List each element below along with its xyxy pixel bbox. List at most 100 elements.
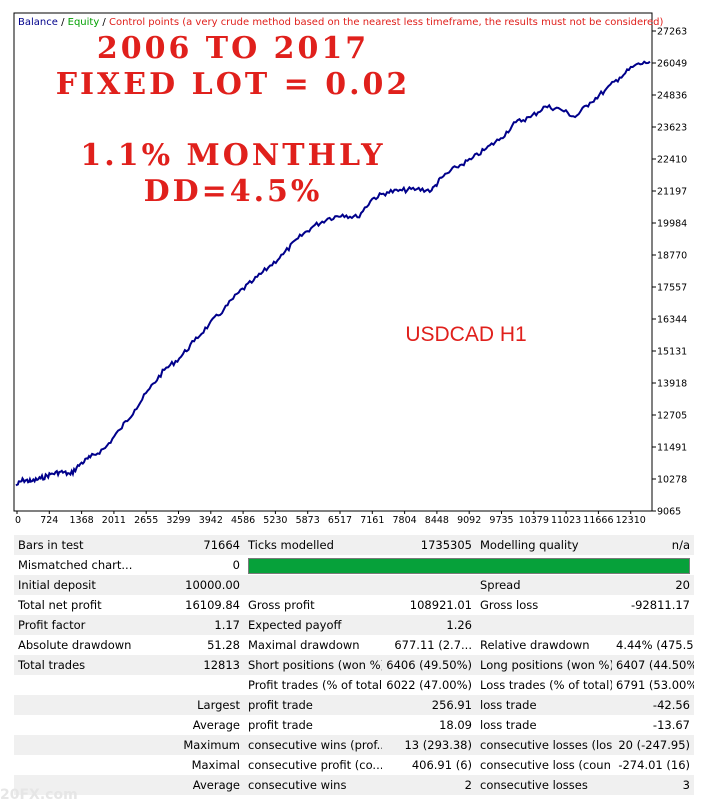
y-tick-label: 12705 xyxy=(657,411,687,422)
report-row: Absolute drawdown 51.28 Maximal drawdown 67… xyxy=(14,635,694,655)
x-tick-label: 11023 xyxy=(551,515,581,526)
report-cell: 10000.00 xyxy=(172,575,244,595)
x-tick-label: 8448 xyxy=(425,515,449,526)
report-cell: consecutive wins (prof... xyxy=(244,735,382,755)
report-cell: 71664 xyxy=(172,535,244,555)
annotation-symbol: USDCAD H1 xyxy=(405,323,526,346)
report-cell: 18.09 xyxy=(382,715,476,735)
x-tick-label: 7804 xyxy=(393,515,417,526)
y-tick-label: 26049 xyxy=(657,59,687,70)
report-cell: consecutive losses xyxy=(476,775,612,795)
y-tick-label: 27263 xyxy=(657,27,687,38)
annotation-lot: FIXED LOT = 0.02 xyxy=(56,67,411,102)
report-cell: Total trades xyxy=(14,655,172,675)
x-tick-label: 6517 xyxy=(328,515,352,526)
report-row: Initial deposit 10000.00 Spread 20 xyxy=(14,575,694,595)
report-row: Profit factor 1.17 Expected payoff 1.26 xyxy=(14,615,694,635)
y-tick-label: 24836 xyxy=(657,91,687,102)
y-axis: 27263 26049 24836 23623 22410 21197 19984 18770… xyxy=(652,27,687,518)
y-tick-label: 15131 xyxy=(657,347,687,358)
report-cell xyxy=(14,675,172,695)
report-cell xyxy=(612,615,694,635)
report-cell: 6791 (53.00%) xyxy=(612,675,694,695)
report-cell: 20 xyxy=(612,575,694,595)
report-cell: 6406 (49.50%) xyxy=(382,655,476,675)
report-cell: Gross loss xyxy=(476,595,612,615)
report-cell: Short positions (won %) xyxy=(244,655,382,675)
report-cell: Average xyxy=(172,775,244,795)
report-cell xyxy=(14,775,172,795)
modelling-quality-bar xyxy=(248,557,690,574)
x-tick-label: 10379 xyxy=(519,515,549,526)
report-cell: consecutive profit (co... xyxy=(244,755,382,775)
report-cell xyxy=(14,735,172,755)
x-tick-label: 0 xyxy=(15,515,21,526)
report-cell: consecutive wins xyxy=(244,775,382,795)
annotation-monthly: 1.1% MONTHLY xyxy=(80,138,385,173)
report-cell: Profit factor xyxy=(14,615,172,635)
report-cell: 406.91 (6) xyxy=(382,755,476,775)
report-cell: Total net profit xyxy=(14,595,172,615)
report-cell: 12813 xyxy=(172,655,244,675)
x-tick-label: 12310 xyxy=(616,515,646,526)
report-cell: Average xyxy=(172,715,244,735)
y-tick-label: 18770 xyxy=(657,251,687,262)
x-axis: 0 724 1368 2011 2655 3299 3942 4586 5230 5873 6517… xyxy=(15,511,646,526)
y-tick-label: 9065 xyxy=(657,507,681,518)
y-tick-label: 17557 xyxy=(657,283,687,294)
report-cell: Modelling quality xyxy=(476,535,612,555)
report-row: Largest profit trade 256.91 loss trade -42.5… xyxy=(14,695,694,715)
y-tick-label: 19984 xyxy=(657,219,687,230)
y-tick-label: 23623 xyxy=(657,123,687,134)
y-tick-label: 22410 xyxy=(657,155,687,166)
x-tick-label: 2655 xyxy=(134,515,158,526)
x-tick-label: 3299 xyxy=(166,515,190,526)
modelling-quality-bar-cell xyxy=(244,555,694,575)
report-cell: -274.01 (16) xyxy=(612,755,694,775)
annotation-years: 2006 TO 2017 xyxy=(97,31,369,66)
x-tick-label: 2011 xyxy=(102,515,126,526)
report-cell: -42.56 xyxy=(612,695,694,715)
report-cell: 6022 (47.00%) xyxy=(382,675,476,695)
report-cell: 256.91 xyxy=(382,695,476,715)
report-cell: Initial deposit xyxy=(14,575,172,595)
report-cell: 1.17 xyxy=(172,615,244,635)
report-row: Maximal consecutive profit (co... 406.91 (… xyxy=(14,755,694,775)
report-cell: Maximum xyxy=(172,735,244,755)
report-cell: profit trade xyxy=(244,695,382,715)
annotation-dd: DD=4.5% xyxy=(144,174,323,209)
report-row: Profit trades (% of total) 6022 (47.00%) L… xyxy=(14,675,694,695)
report-cell: Largest xyxy=(172,695,244,715)
y-tick-label: 11491 xyxy=(657,443,687,454)
y-tick-label: 13918 xyxy=(657,379,687,390)
report-cell: 1.26 xyxy=(382,615,476,635)
report-table: Bars in test 71664 Ticks modelled 1735305 Mo… xyxy=(14,535,694,795)
balance-series-line xyxy=(15,60,651,487)
report-cell: 2 xyxy=(382,775,476,795)
report-cell: loss trade xyxy=(476,715,612,735)
report-cell: 108921.01 xyxy=(382,595,476,615)
report-row: Total net profit 16109.84 Gross profit 1089… xyxy=(14,595,694,615)
legend-balance: Balance xyxy=(18,17,58,28)
watermark: 20FX.com xyxy=(0,787,78,803)
report-cell: Mismatched chart... xyxy=(14,555,172,575)
balance-chart: Balance / Equity / Control points (a ver… xyxy=(13,12,687,526)
report-cell xyxy=(476,615,612,635)
report-cell: 4.44% (475.51) xyxy=(612,635,694,655)
report-cell: Ticks modelled xyxy=(244,535,382,555)
report-cell: Profit trades (% of total) xyxy=(244,675,382,695)
x-tick-label: 11666 xyxy=(583,515,613,526)
report-row: Maximum consecutive wins (prof... 13 (293.… xyxy=(14,735,694,755)
report-cell: Loss trades (% of total) xyxy=(476,675,612,695)
report-cell: consecutive losses (los... xyxy=(476,735,612,755)
report-cell xyxy=(172,675,244,695)
report-cell xyxy=(14,695,172,715)
report-cell xyxy=(14,755,172,775)
report-row: Mismatched chart... 0 xyxy=(14,555,694,575)
report-cell: 16109.84 xyxy=(172,595,244,615)
report-cell: Maximal drawdown xyxy=(244,635,382,655)
report-cell xyxy=(244,575,382,595)
legend-note: Control points (a very crude method base… xyxy=(109,17,664,28)
report-cell: n/a xyxy=(612,535,694,555)
x-tick-label: 1368 xyxy=(70,515,94,526)
